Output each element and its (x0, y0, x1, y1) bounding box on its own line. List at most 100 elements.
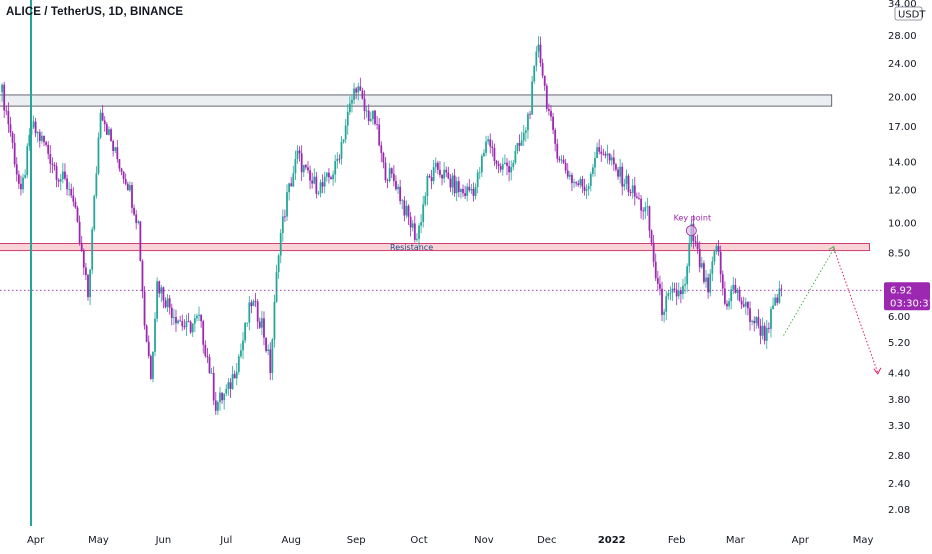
candle-body (158, 281, 161, 294)
candle-body (141, 261, 144, 292)
symbol-title: ALICE / TetherUS, 1D, BINANCE (6, 6, 184, 18)
candle-body (122, 171, 125, 179)
candle-body (432, 167, 435, 182)
candle-body (380, 145, 383, 153)
candle-body (338, 158, 341, 160)
candle-body (216, 402, 219, 411)
candle-body (162, 287, 165, 301)
candle-body (82, 251, 85, 268)
candle-body (202, 321, 205, 345)
candle-body (95, 173, 98, 196)
candle-body (323, 176, 326, 187)
candle-body (478, 172, 481, 174)
zone-label: Resistance (390, 243, 433, 252)
candle-body (732, 284, 735, 290)
candle-body (183, 326, 186, 328)
candle-body (49, 153, 52, 164)
candle-body (26, 146, 29, 176)
x-tick-label: May (88, 535, 109, 546)
candle-body (585, 189, 588, 191)
candle-body (723, 288, 726, 304)
candle-body (566, 170, 569, 177)
y-tick-label: 20.00 (888, 92, 917, 103)
candle-body (503, 162, 506, 165)
candle-body (462, 188, 464, 194)
candle-body (269, 349, 272, 374)
candle-body (703, 263, 705, 282)
candle-body (734, 284, 737, 293)
candle-body (558, 158, 561, 161)
y-tick-label: 5.20 (888, 338, 910, 349)
candle-body (284, 216, 286, 218)
candle-body (774, 297, 777, 306)
candle-body (765, 327, 768, 341)
candle-body (679, 290, 682, 295)
candle-body (480, 155, 483, 173)
candle-body (89, 269, 91, 298)
candle-body (483, 152, 485, 156)
candle-body (560, 159, 563, 161)
candle-body (233, 374, 236, 379)
candle-body (206, 355, 209, 358)
candle-body (638, 197, 640, 199)
candle-body (143, 291, 146, 326)
candle-body (133, 207, 135, 215)
candle-body (114, 147, 117, 151)
candle-body (501, 164, 504, 170)
candle-body (76, 207, 79, 222)
projection-down-line (833, 248, 879, 374)
candle-body (403, 200, 406, 216)
candle-body (248, 302, 251, 323)
y-tick-label: 8.50 (888, 248, 910, 259)
candle-body (591, 167, 594, 174)
candle-body (474, 186, 477, 196)
x-tick-label: Jul (219, 535, 232, 546)
candle-body (34, 121, 37, 134)
candle-body (669, 292, 672, 294)
candle-body (304, 164, 307, 168)
candle-body (240, 350, 242, 357)
x-tick-label: Nov (474, 535, 494, 546)
y-tick-label: 2.08 (888, 505, 910, 516)
candle-body (7, 110, 10, 125)
candle-body (640, 198, 642, 211)
candle-body (661, 288, 663, 315)
candle-body (547, 109, 550, 111)
candle-body (476, 172, 479, 187)
candle-body (177, 320, 179, 324)
candle-body (185, 321, 188, 328)
candle-body (422, 204, 425, 223)
candle-body (770, 309, 772, 329)
candle-body (84, 267, 87, 275)
candle-body (378, 124, 381, 146)
candle-body (351, 99, 353, 104)
candle-body (512, 162, 515, 168)
candle-body (302, 164, 305, 173)
projection-down-arrowhead (873, 367, 882, 375)
candle-body (434, 162, 437, 168)
candle-body (717, 246, 720, 252)
candle-body (606, 153, 609, 156)
candle-body (355, 88, 358, 93)
candle-body (508, 165, 510, 173)
y-tick-label: 4.40 (888, 368, 910, 379)
candle-body (275, 272, 278, 302)
candle-body (325, 172, 328, 177)
candle-body (524, 130, 527, 133)
candle-body (1, 84, 3, 93)
key-point-label: Key point (674, 214, 711, 223)
candle-body (382, 152, 385, 163)
candle-body (625, 175, 628, 184)
candle-body (411, 223, 414, 228)
candle-body (615, 164, 617, 170)
candle-body (441, 174, 443, 179)
candle-body (416, 238, 418, 240)
candle-body (409, 216, 412, 228)
y-tick-label: 14.00 (888, 157, 917, 168)
candle-body (740, 300, 743, 305)
candle-body (17, 174, 20, 184)
candle-body (170, 307, 173, 318)
candle-body (28, 134, 31, 147)
